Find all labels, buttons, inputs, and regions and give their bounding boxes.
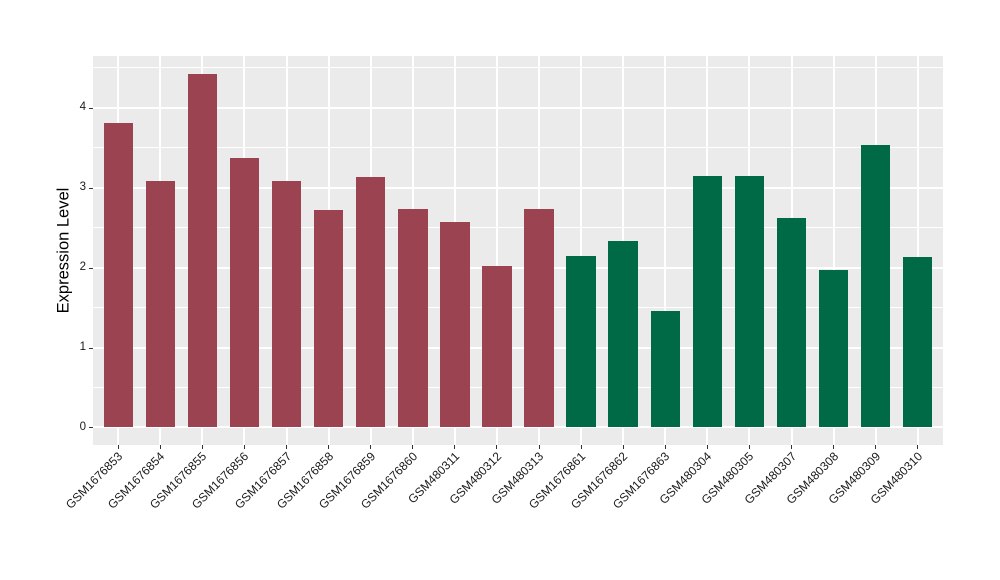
x-tick-mark [538, 445, 540, 449]
x-tick-mark [580, 445, 582, 449]
gridline-major-horizontal [93, 346, 943, 349]
y-tick-mark [89, 107, 93, 109]
gridline-minor-horizontal [93, 386, 943, 388]
x-tick-mark [286, 445, 288, 449]
plot-panel [93, 56, 943, 445]
x-tick-mark [412, 445, 414, 449]
x-tick-mark [622, 445, 624, 449]
bar [608, 241, 638, 428]
gridline-minor-horizontal [93, 67, 943, 69]
bar [734, 175, 765, 428]
bar [271, 180, 302, 428]
x-tick-mark [664, 445, 666, 449]
gridline-major-vertical [495, 56, 498, 445]
bar [355, 177, 386, 428]
bar [398, 208, 428, 428]
bar [566, 255, 596, 428]
bar [229, 158, 260, 428]
x-tick-mark [370, 445, 372, 449]
gridline-major-horizontal [93, 266, 943, 269]
gridline-major-vertical [580, 56, 583, 445]
gridline-major-vertical [832, 56, 835, 445]
x-tick-mark [201, 445, 203, 449]
x-tick-mark [917, 445, 919, 449]
bar [440, 222, 470, 428]
gridline-minor-horizontal [93, 227, 943, 229]
gridline-major-vertical [664, 56, 667, 445]
x-tick-mark [748, 445, 750, 449]
x-tick-mark [875, 445, 877, 449]
bar [145, 180, 176, 428]
y-tick-mark [89, 347, 93, 349]
bar [187, 73, 218, 428]
y-tick-mark [89, 187, 93, 189]
y-tick-mark [89, 267, 93, 269]
gridline-major-horizontal [93, 186, 943, 189]
y-tick-label: 0 [79, 420, 86, 433]
bar [103, 123, 133, 428]
x-tick-mark [117, 445, 119, 449]
x-tick-mark [159, 445, 161, 449]
bar [482, 266, 512, 428]
bar [860, 145, 891, 428]
y-tick-label: 4 [79, 101, 86, 114]
bar [818, 270, 849, 428]
y-tick-label: 1 [79, 341, 86, 354]
gridline-major-vertical [916, 56, 919, 445]
y-tick-mark [89, 427, 93, 429]
x-tick-mark [833, 445, 835, 449]
y-tick-label: 3 [79, 181, 86, 194]
bar [313, 210, 344, 428]
gridline-minor-horizontal [93, 147, 943, 149]
bar [524, 208, 554, 428]
gridline-minor-horizontal [93, 307, 943, 309]
y-tick-label: 2 [79, 261, 86, 274]
gridline-major-horizontal [93, 426, 943, 429]
x-tick-mark [706, 445, 708, 449]
x-tick-mark [243, 445, 245, 449]
gridline-major-horizontal [93, 106, 943, 109]
bar [650, 310, 680, 428]
y-axis-title: Expression Level [54, 187, 73, 314]
x-tick-mark [328, 445, 330, 449]
x-tick-mark [496, 445, 498, 449]
x-tick-mark [791, 445, 792, 449]
bar [776, 218, 807, 428]
bar [692, 175, 723, 428]
bar [903, 257, 933, 428]
x-tick-mark [454, 445, 456, 449]
